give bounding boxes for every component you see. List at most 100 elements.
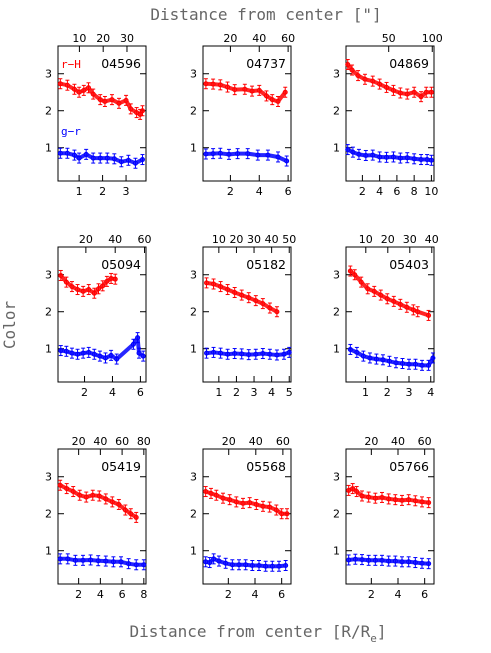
x-bottom-tick-label: 2: [233, 386, 240, 399]
data-point-rh: [63, 276, 69, 288]
plot-frame: [57, 246, 147, 383]
x-bottom-tick-label: 6: [421, 588, 428, 601]
data-point-gr: [373, 353, 379, 365]
data-point-gr: [367, 352, 373, 364]
x-top-tick-label: 50: [382, 32, 396, 45]
data-point-rh: [392, 494, 398, 506]
data-point-rh: [269, 94, 275, 106]
data-point-gr: [363, 149, 369, 161]
data-point-rh: [220, 492, 226, 504]
x-bottom-tick-label: 8: [411, 185, 418, 198]
data-point-gr: [108, 349, 114, 361]
data-point-gr: [217, 147, 223, 159]
data-point-gr: [239, 348, 245, 360]
data-point-gr: [130, 338, 136, 350]
data-point-rh: [274, 306, 280, 318]
panel-05568: 1 2 3 2 4 6 20 40 60 05568: [190, 435, 292, 601]
x-top-tick-label: 20: [79, 233, 93, 246]
data-point-gr: [83, 148, 89, 160]
data-point-rh: [267, 501, 273, 513]
y-tick-label: 3: [333, 471, 340, 484]
data-point-rh: [377, 78, 383, 90]
data-point-rh: [362, 73, 368, 85]
data-point-gr: [246, 349, 252, 361]
data-point-rh: [218, 281, 224, 293]
data-point-rh: [211, 278, 217, 290]
x-bottom-tick-label: 1: [76, 185, 83, 198]
data-point-rh: [419, 496, 425, 508]
data-point-gr: [118, 156, 124, 168]
data-point-gr: [76, 152, 82, 164]
data-point-rh: [75, 284, 81, 296]
data-point-gr: [57, 553, 63, 565]
x-top-tick-label: 40: [93, 435, 107, 448]
data-point-gr: [352, 553, 358, 565]
data-point-rh: [246, 292, 252, 304]
x-top-tick-label: 60: [138, 233, 152, 246]
data-point-gr: [216, 555, 222, 567]
y-tick-label: 1: [333, 343, 340, 356]
data-point-rh: [109, 496, 115, 508]
data-point-gr: [399, 556, 405, 568]
data-point-rh: [253, 498, 259, 510]
x-top-tick-label: 10: [212, 233, 226, 246]
data-point-gr: [207, 557, 213, 569]
data-point-gr: [350, 146, 356, 158]
data-point-rh: [242, 83, 248, 95]
data-point-rh: [57, 78, 63, 90]
data-point-gr: [397, 152, 403, 164]
data-point-rh: [345, 58, 351, 70]
x-bottom-tick-label: 4: [252, 588, 259, 601]
data-point-rh: [233, 496, 239, 508]
y-tick-label: 1: [190, 142, 197, 155]
x-bottom-tick-label: 2: [225, 588, 232, 601]
data-point-gr: [386, 355, 392, 367]
y-tick-label: 1: [333, 545, 340, 558]
data-point-rh: [102, 95, 108, 107]
data-point-gr: [141, 559, 147, 571]
x-bottom-tick-label: 2: [75, 588, 82, 601]
data-point-gr: [256, 560, 262, 572]
data-point-rh: [354, 486, 360, 498]
data-point-gr: [58, 345, 64, 357]
x-bottom-tick-label: 4: [268, 386, 275, 399]
data-point-gr: [406, 556, 412, 568]
y-tick-label: 3: [190, 471, 197, 484]
data-point-gr: [57, 147, 63, 159]
data-point-gr: [110, 556, 116, 568]
data-point-gr: [72, 554, 78, 566]
x-top-tick-label: 10: [72, 32, 86, 45]
x-top-tick-label: 40: [252, 32, 266, 45]
y-tick-label: 2: [190, 306, 197, 319]
series-line-rh: [348, 269, 431, 318]
data-point-gr: [249, 560, 255, 572]
data-point-gr: [360, 350, 366, 362]
x-bottom-tick-label: 5: [286, 386, 293, 399]
x-bottom-tick-label: 2: [384, 386, 391, 399]
y-tick-label: 3: [45, 68, 52, 81]
data-point-rh: [366, 491, 372, 503]
data-point-rh: [100, 280, 106, 292]
data-point-rh: [128, 508, 134, 520]
data-point-rh: [372, 492, 378, 504]
data-point-rh: [371, 285, 377, 297]
y-tick-label: 2: [45, 306, 52, 319]
data-point-gr: [63, 345, 69, 357]
data-point-gr: [211, 553, 217, 565]
bottom-axis-title-end: ]: [377, 622, 387, 641]
y-tick-label: 2: [333, 306, 340, 319]
panel-04737: 1 2 3 2 4 6 20 40 60 04737: [190, 32, 295, 198]
x-top-tick-label: 20: [381, 233, 395, 246]
x-bottom-tick-label: 4: [376, 185, 383, 198]
x-top-tick-label: 10: [359, 233, 373, 246]
data-point-gr: [139, 154, 145, 166]
data-point-rh: [71, 83, 77, 95]
data-point-rh: [103, 493, 109, 505]
plot-frame: [345, 246, 435, 383]
panel-05094: 1 2 3 2 4 6 20 40 60 05094: [45, 233, 152, 399]
data-point-rh: [210, 78, 216, 90]
data-point-gr: [393, 357, 399, 369]
data-point-gr: [126, 558, 132, 570]
data-point-rh: [359, 490, 365, 502]
